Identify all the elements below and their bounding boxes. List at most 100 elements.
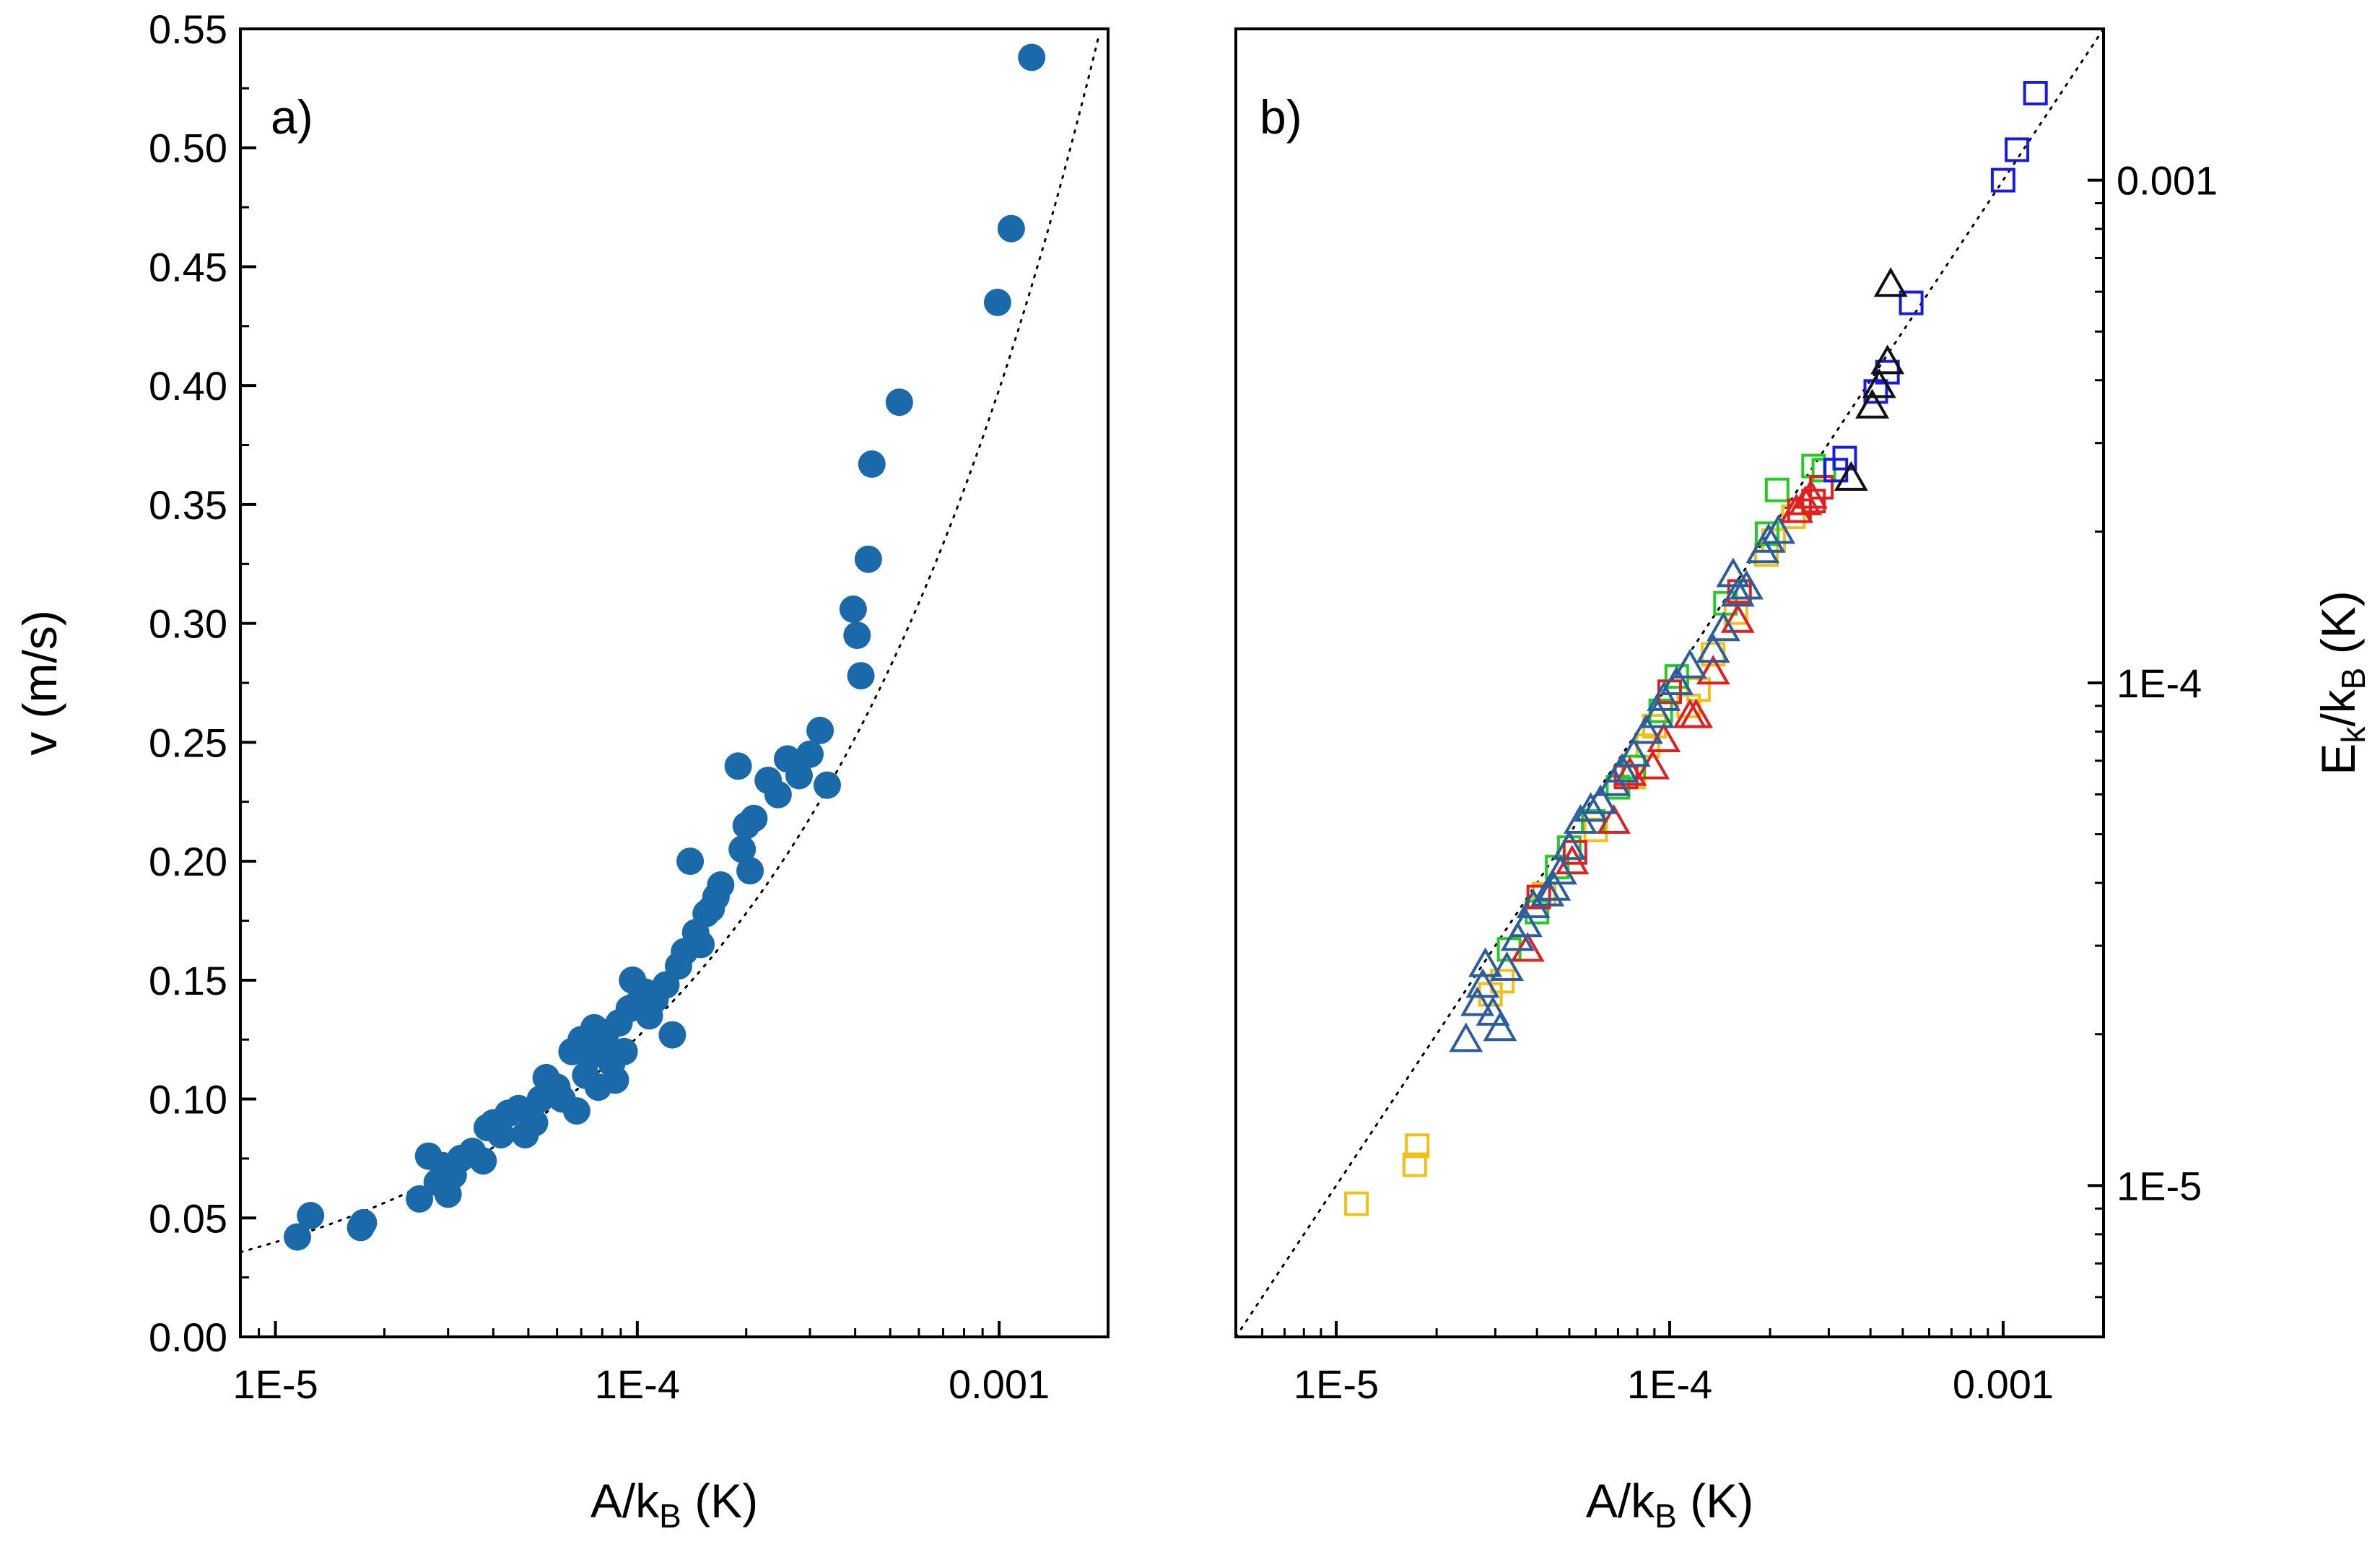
b-x-tick-label: 1E-4 [1627, 1361, 1712, 1407]
a-data-point [284, 1223, 311, 1251]
a-data-point [806, 716, 834, 744]
b-data-point-square [1490, 969, 1515, 994]
panel-b-x-axis-title-main: A/k [1586, 1474, 1655, 1527]
b-data-point-triangle [1779, 493, 1814, 523]
a-data-point [885, 388, 913, 417]
a-y-tick-label: 0.05 [149, 1195, 227, 1241]
a-y-tick-label: 0.00 [149, 1315, 227, 1360]
panel-a-plot-frame [239, 27, 1110, 1338]
panel-a-x-axis-title-main: A/k [590, 1474, 660, 1527]
panel-b-y-axis-title-unit: (K) [2311, 590, 2365, 667]
panel-a-points-layer [284, 43, 1046, 1251]
b-data-point-triangle [1597, 803, 1631, 834]
b-data-point-square [1832, 445, 1857, 471]
a-data-point [814, 771, 841, 799]
a-y-tick-label: 0.40 [149, 363, 227, 409]
panel-b-y-axis-title-sub2: B [2335, 668, 2372, 690]
panel-a-fit-curve-layer [239, 32, 1101, 1254]
b-data-point-square [1405, 1133, 1430, 1159]
b-data-point-square [1899, 290, 1924, 315]
b-data-point-triangle [1794, 479, 1828, 509]
b-x-tick-label: 0.001 [1953, 1361, 2054, 1407]
b-data-point-triangle [1552, 830, 1587, 860]
a-data-point [601, 1066, 629, 1094]
b-data-point-triangle [1720, 577, 1755, 607]
panel-b-x-axis-title-unit: (K) [1677, 1474, 1753, 1527]
a-data-point [520, 1109, 549, 1137]
a-data-point [349, 1208, 378, 1237]
b-data-point-triangle [1490, 951, 1524, 981]
b-data-point-square [1526, 884, 1551, 910]
a-y-tick-label: 0.50 [149, 126, 227, 171]
b-data-point-square [2005, 137, 2030, 162]
a-y-tick-label: 0.15 [149, 958, 227, 1003]
b-y-tick-label: 0.001 [2117, 158, 2218, 204]
a-fit-curve [239, 32, 1101, 1254]
panel-a-label: a) [271, 90, 313, 144]
b-data-point-triangle [1873, 267, 1908, 297]
a-x-tick-label: 0.001 [949, 1361, 1050, 1407]
panel-a-x-axis-title-sub: B [659, 1497, 681, 1535]
b-data-point-triangle [1679, 698, 1714, 728]
b-data-point-square [1764, 477, 1790, 502]
b-data-point-triangle [1862, 368, 1896, 398]
a-y-tick-label: 0.35 [149, 482, 227, 528]
panel-b-y-axis-title-mid: /k [2311, 689, 2365, 726]
b-data-point-triangle [1555, 845, 1590, 875]
a-data-point [1018, 43, 1046, 71]
a-data-point [740, 804, 768, 832]
panel-a-x-axis-title: A/kB (K) [590, 1474, 758, 1535]
b-data-point-triangle [1673, 648, 1707, 679]
a-data-point [839, 595, 867, 623]
b-data-point-triangle [1616, 737, 1651, 767]
panel-b-y-axis-title: Ek/kB (K) [2311, 590, 2372, 775]
a-data-point [983, 288, 1011, 316]
panel-b-label: b) [1260, 90, 1302, 144]
b-data-point-triangle [1716, 557, 1751, 588]
a-data-point [724, 752, 752, 780]
b-data-point-triangle [1530, 876, 1565, 907]
panel-b-ticks-layer: 1E-5 1E-4 0.001 1E-5 1E-4 0.001 [1261, 158, 2218, 1407]
b-data-point-square [1990, 167, 2015, 193]
b-data-point-triangle [1870, 344, 1905, 375]
b-data-point-triangle [1720, 603, 1755, 633]
a-data-point [997, 214, 1025, 243]
b-data-point-triangle [1788, 485, 1823, 515]
a-data-point [764, 780, 792, 808]
b-data-point-triangle [1761, 514, 1796, 544]
b-data-point-triangle [1509, 907, 1543, 938]
a-data-point [487, 1121, 515, 1148]
a-data-point [843, 622, 871, 650]
panel-a-ticks-layer: 0.00 0.05 0.10 0.15 0.20 0.25 0.30 0.35 0.40 0.45… [149, 6, 1050, 1407]
a-y-tick-label: 0.20 [149, 839, 227, 884]
b-data-point-triangle [1468, 947, 1503, 977]
panel-b-y-axis-title-main: E [2311, 744, 2365, 775]
b-data-point-triangle [1660, 665, 1694, 695]
a-data-point [658, 1021, 686, 1049]
panel-a-y-axis-title: v (m/s) [13, 610, 66, 756]
b-data-point-triangle [1855, 388, 1890, 419]
a-data-point [676, 847, 705, 876]
b-data-point-square [1402, 1152, 1427, 1177]
b-data-point-triangle [1647, 681, 1681, 711]
a-data-point [562, 1097, 590, 1125]
panel-b-y-axis-title-sub1: k [2335, 726, 2372, 744]
a-data-point [847, 662, 875, 690]
b-data-point-square [2023, 81, 2048, 105]
b-data-point-triangle [1483, 1011, 1517, 1042]
a-data-point [785, 762, 813, 790]
a-data-point [728, 835, 757, 863]
a-y-tick-label: 0.25 [149, 720, 227, 765]
b-data-point-triangle [1460, 986, 1495, 1016]
b-data-point-triangle [1613, 756, 1647, 786]
a-data-point [610, 1037, 638, 1065]
a-data-point [858, 450, 886, 478]
b-data-point-square [1781, 504, 1806, 529]
b-x-tick-label: 1E-5 [1294, 1361, 1379, 1407]
b-y-tick-label: 1E-5 [2117, 1163, 2202, 1208]
a-data-point [687, 930, 715, 959]
a-y-tick-label: 0.55 [149, 6, 227, 52]
b-data-point-triangle [1465, 968, 1500, 998]
b-data-point-triangle [1583, 784, 1618, 814]
